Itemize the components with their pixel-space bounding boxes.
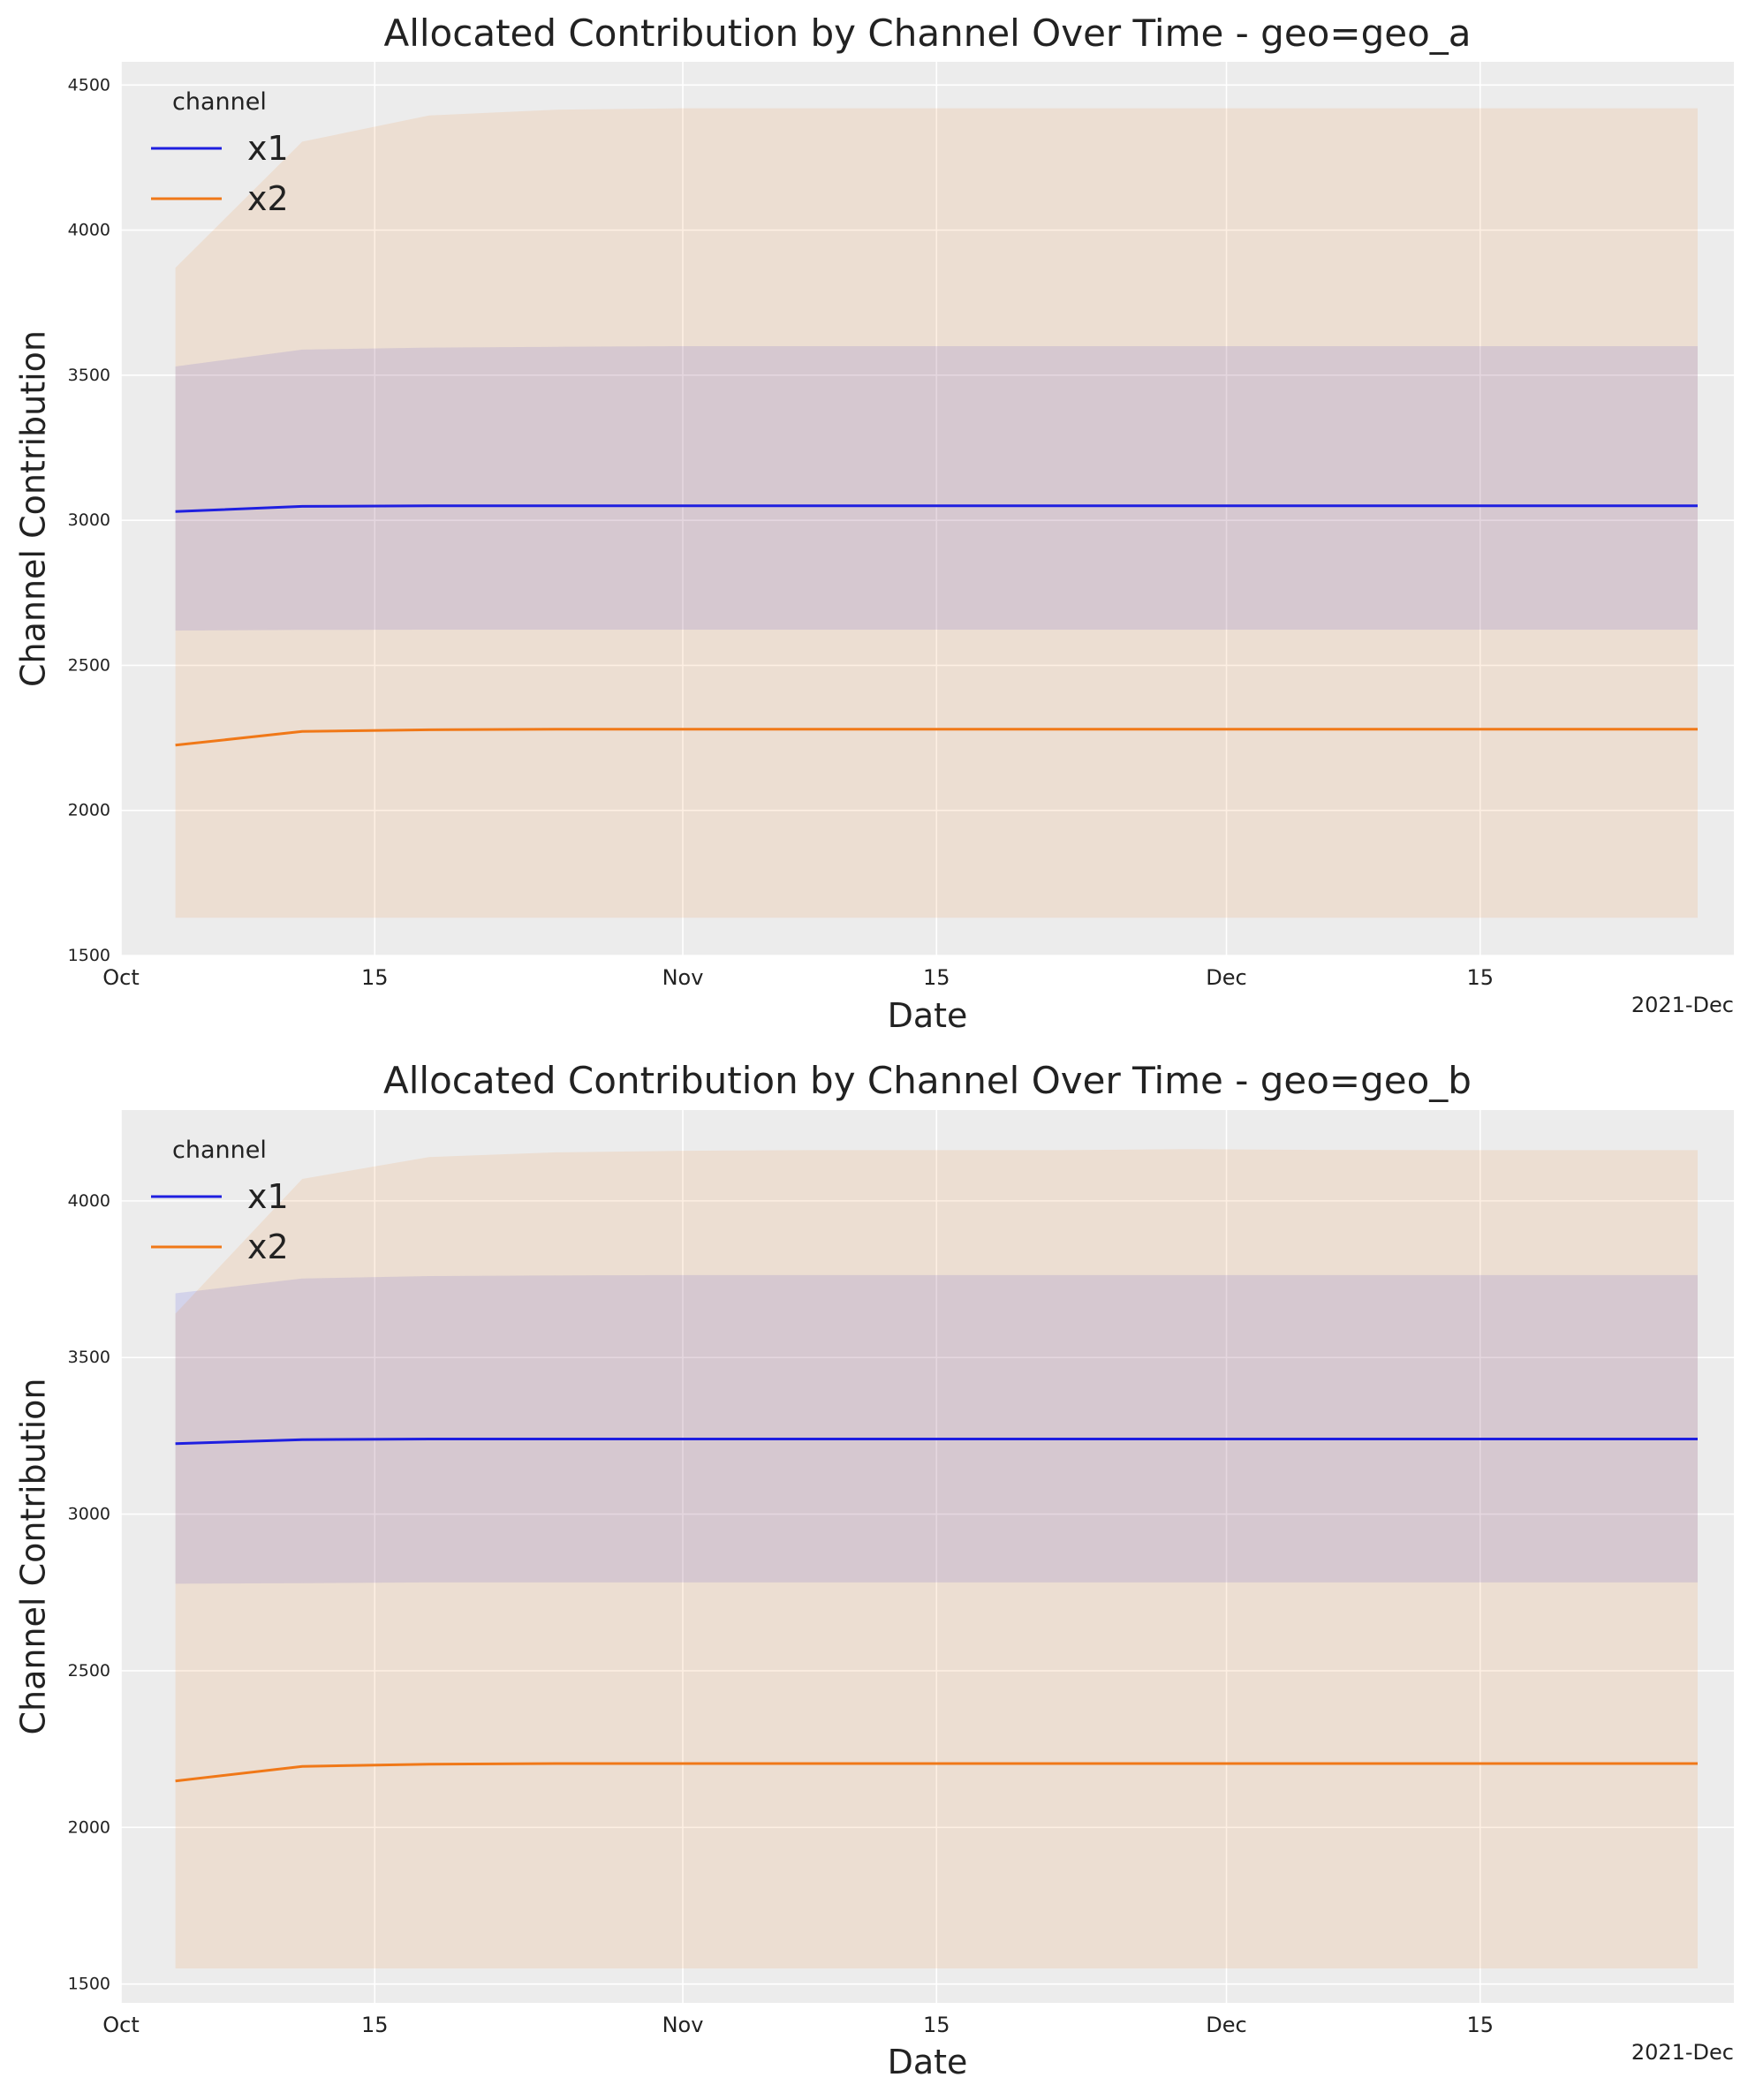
series-x1-hdi-band (175, 1274, 1699, 1584)
x-tick-label: Nov (662, 965, 704, 990)
series-x2-hdi-band (175, 1149, 1699, 1968)
chart-panel-2: 1500 2000 2500 3000 3500 4000 Oct 15 Nov 15 Dec 15 2… (14, 1059, 1734, 2081)
y-tick-label: 2500 (68, 655, 110, 675)
x-tick-label: 15 (361, 965, 389, 990)
series-x1-hdi-band (175, 346, 1699, 631)
legend: channel x1 x2 (151, 1137, 289, 1266)
y-axis-label: Channel Contribution (14, 330, 53, 687)
x-tick-label: 15 (923, 2013, 950, 2037)
y-tick-label: 1500 (68, 946, 110, 965)
y-tick-label: 1500 (68, 1975, 110, 1994)
legend-label-x2: x2 (247, 1228, 289, 1266)
y-axis-label: Channel Contribution (14, 1378, 53, 1734)
y-tick-label: 3000 (68, 1505, 110, 1524)
series-x2-line (175, 728, 1698, 747)
plot-area (121, 1110, 1734, 2003)
chart-panel-1: 1500 2000 2500 3000 3500 4000 4500 Oct 15 Nov 15 De… (14, 11, 1734, 1035)
x-axis-offset-label: 2021-Dec (1631, 2040, 1734, 2065)
legend-label-x2: x2 (247, 179, 289, 218)
chart-title: Allocated Contribution by Channel Over T… (383, 11, 1471, 55)
legend: channel x1 x2 (151, 88, 289, 218)
x-tick-label: Dec (1206, 965, 1246, 990)
legend-title: channel (172, 1137, 267, 1164)
y-tick-label: 3500 (68, 366, 110, 385)
series-x1-line (175, 1438, 1698, 1446)
gridlines (120, 1110, 1734, 2003)
legend-title: channel (172, 88, 267, 116)
plot-area (121, 62, 1734, 956)
x-tick-label: 15 (1466, 2013, 1494, 2037)
y-tick-label: 3500 (68, 1348, 110, 1367)
x-tick-label: Oct (102, 965, 140, 990)
y-tick-label: 3000 (68, 510, 110, 530)
y-tick-label: 2000 (68, 1817, 110, 1837)
series-x2-line (175, 1762, 1698, 1783)
series-x2-hdi-band (175, 108, 1699, 918)
x-axis-label: Date (888, 2043, 968, 2081)
chart-title: Allocated Contribution by Channel Over T… (383, 1059, 1472, 1102)
y-tick-label: 4500 (68, 75, 110, 94)
y-tick-label: 2500 (68, 1661, 110, 1681)
x-tick-label: 15 (361, 2013, 389, 2037)
gridlines (120, 62, 1734, 956)
x-tick-label: 15 (923, 965, 950, 990)
y-tick-label: 2000 (68, 801, 110, 820)
y-tick-label: 4000 (68, 221, 110, 240)
legend-label-x1: x1 (247, 129, 289, 168)
y-tick-label: 4000 (68, 1191, 110, 1211)
x-tick-label: Nov (662, 2013, 704, 2037)
x-axis-offset-label: 2021-Dec (1631, 993, 1734, 1017)
x-tick-label: 15 (1466, 965, 1494, 990)
legend-label-x1: x1 (247, 1177, 289, 1216)
x-axis-label: Date (888, 996, 968, 1035)
x-tick-label: Dec (1206, 2013, 1246, 2037)
x-tick-label: Oct (102, 2013, 140, 2037)
series-x1-line (175, 504, 1698, 513)
